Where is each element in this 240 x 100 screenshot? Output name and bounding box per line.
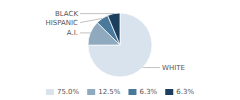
leader-line (80, 18, 102, 22)
pie-slice (108, 13, 120, 45)
legend: 75.0% 12.5% 6.3% 6.3% (46, 88, 194, 96)
legend-label: 75.0% (57, 88, 80, 96)
legend-entry: 6.3% (165, 88, 194, 96)
pie-slice (88, 13, 152, 77)
legend-label: 12.5% (98, 88, 121, 96)
leader-line (143, 67, 160, 68)
annotation: HISPANIC (45, 19, 78, 27)
annotation: WHITE (162, 64, 185, 72)
annotations: WHITE A.I. HISPANICBLACK (45, 10, 184, 72)
legend-swatch (46, 89, 54, 95)
chart: WHITE A.I. HISPANICBLACK 75.0% 12.5% 6.3% 6.3% (0, 0, 240, 100)
legend-entry: 6.3% (128, 88, 157, 96)
annotation: BLACK (55, 10, 78, 18)
leader-line (80, 32, 90, 33)
leader-line (80, 13, 114, 14)
legend-swatch (165, 89, 173, 95)
legend-entry: 75.0% (46, 88, 80, 96)
legend-swatch (87, 89, 95, 95)
legend-label: 6.3% (139, 88, 157, 96)
annotation: A.I. (67, 29, 78, 37)
legend-entry: 12.5% (87, 88, 121, 96)
legend-label: 6.3% (176, 88, 194, 96)
legend-swatch (128, 89, 136, 95)
pie (88, 13, 152, 77)
